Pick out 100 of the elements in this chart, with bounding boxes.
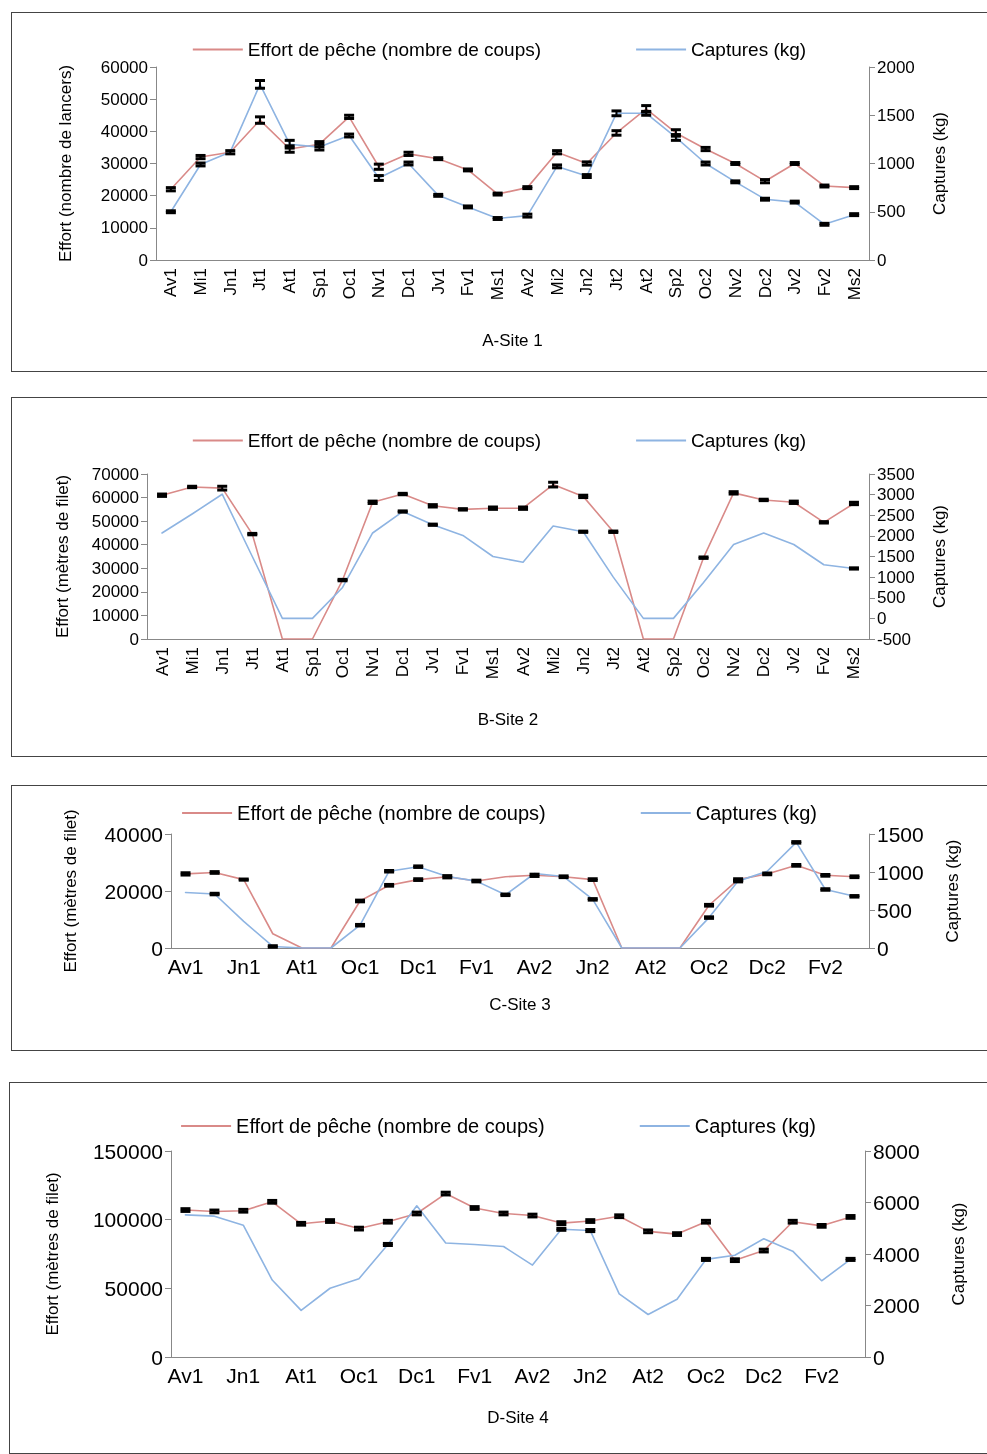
y2-tick-label: 1000	[877, 154, 915, 173]
x-tick-label: Oc2	[694, 647, 714, 679]
y2-axis-title: Captures (kg)	[930, 112, 949, 215]
y2-tick-label: 1500	[877, 105, 915, 125]
x-tick-label: At2	[635, 955, 667, 978]
y2-tick-label: 0	[877, 250, 887, 270]
y-tick-label: 100000	[92, 1208, 163, 1232]
y-tick-label: 0	[138, 250, 148, 270]
x-tick-label: Jn2	[577, 268, 597, 296]
legend-label: Captures (kg)	[694, 1115, 816, 1137]
x-tick-label: Dc1	[399, 955, 437, 978]
x-tick-label: Dc2	[748, 955, 786, 978]
x-tick-label: Dc2	[755, 268, 775, 299]
x-tick-label: Av2	[516, 955, 553, 978]
x-tick-label: Mi1	[182, 647, 202, 675]
y2-tick-label: 8000	[873, 1139, 920, 1163]
y-tick-label: 10000	[91, 605, 139, 625]
x-tick-label: At1	[280, 268, 300, 294]
x-tick-label: Dc1	[399, 268, 419, 299]
x-tick-label: Dc2	[754, 647, 774, 678]
y2-tick-label: 500	[877, 898, 913, 922]
y2-tick-label: 2000	[873, 1294, 920, 1317]
x-tick-label: Dc1	[393, 647, 413, 678]
y-axis-title: Effort (mètres de filet)	[53, 474, 72, 639]
y-tick-label: 40000	[91, 535, 139, 555]
y2-tick-label: 2000	[877, 57, 915, 77]
y2-tick-label: 6000	[873, 1191, 920, 1214]
y2-axis-title: Captures (kg)	[943, 839, 962, 943]
x-tick-label: Ms2	[844, 268, 864, 301]
x-tick-label: Ms1	[483, 647, 503, 680]
legend-label: Effort de pêche (nombre de coups)	[236, 1115, 545, 1137]
x-tick-label: At1	[272, 647, 292, 673]
x-tick-label: Fv1	[453, 647, 473, 676]
y-tick-label: 20000	[104, 879, 163, 903]
y-tick-label: 10000	[100, 218, 148, 238]
x-tick-label: At2	[632, 1364, 664, 1387]
x-tick-label: Sp1	[302, 647, 322, 678]
x-tick-label: Jv1	[423, 647, 443, 674]
y2-tick-label: 1500	[877, 822, 924, 846]
x-tick-label: Fv2	[807, 955, 843, 978]
y2-tick-label: 500	[877, 588, 906, 608]
x-tick-label: Dc2	[745, 1364, 783, 1387]
x-axis-title: D-Site 4	[487, 1408, 549, 1427]
x-tick-label: Jv2	[785, 268, 805, 295]
x-tick-label: Jt1	[242, 647, 262, 670]
legend-label: Effort de pêche (nombre de coups)	[247, 39, 542, 60]
y-tick-label: 20000	[100, 186, 148, 206]
y-axis-title: Effort (nombre de lancers)	[56, 64, 75, 263]
x-tick-label: Av1	[161, 268, 181, 297]
y-tick-label: 50000	[104, 1276, 163, 1300]
x-tick-label: Fv2	[804, 1364, 840, 1387]
x-tick-label: Nv2	[724, 647, 744, 678]
x-tick-label: Fv1	[458, 268, 478, 297]
y2-axis-title: Captures (kg)	[949, 1202, 968, 1306]
x-tick-label: Nv1	[363, 647, 383, 678]
y2-axis-title: Captures (kg)	[930, 505, 949, 608]
x-tick-label: At2	[636, 268, 656, 294]
y2-tick-label: 500	[877, 202, 906, 222]
x-tick-label: Jv2	[784, 647, 804, 674]
x-axis-title: A-Site 1	[482, 331, 543, 350]
x-tick-label: Fv1	[457, 1364, 493, 1387]
legend-label: Captures (kg)	[691, 39, 807, 60]
x-tick-label: Mi2	[547, 268, 567, 296]
x-tick-label: Oc1	[340, 955, 380, 978]
y2-tick-label: 3000	[877, 485, 915, 505]
y2-tick-label: -500	[877, 629, 912, 649]
y2-tick-label: 1500	[877, 547, 915, 566]
y2-tick-label: 2500	[877, 505, 915, 525]
x-tick-label: Av2	[517, 268, 537, 297]
x-tick-label: Jt2	[603, 647, 623, 670]
y2-tick-label: 1000	[877, 567, 915, 587]
x-tick-label: Mi1	[191, 268, 211, 296]
x-tick-label: Ms2	[844, 647, 864, 680]
y-tick-label: 0	[151, 936, 163, 960]
y-tick-label: 30000	[100, 154, 148, 173]
y-tick-label: 70000	[91, 464, 139, 484]
x-tick-label: Dc1	[398, 1364, 436, 1387]
x-tick-label: Sp2	[663, 647, 683, 678]
x-tick-label: Fv2	[814, 268, 834, 297]
x-tick-label: Fv1	[458, 955, 494, 978]
x-tick-label: Mi2	[543, 647, 563, 675]
y-tick-label: 150000	[92, 1139, 163, 1163]
x-tick-label: Nv1	[369, 268, 389, 299]
x-tick-label: At1	[285, 1364, 317, 1387]
y-tick-label: 40000	[104, 822, 163, 846]
legend-label: Effort de pêche (nombre de coups)	[237, 802, 546, 824]
x-tick-label: Fv2	[814, 647, 834, 676]
x-tick-label: Av2	[513, 647, 533, 676]
y2-tick-label: 2000	[877, 526, 915, 546]
y2-tick-label: 0	[877, 936, 889, 960]
y2-tick-label: 1000	[877, 860, 924, 884]
y2-tick-label: 3500	[877, 464, 915, 484]
x-tick-label: Jn2	[573, 647, 593, 675]
x-tick-label: Av1	[167, 1364, 204, 1387]
y-tick-label: 60000	[91, 488, 139, 508]
x-tick-label: Jn2	[575, 955, 610, 978]
x-tick-label: Sp2	[666, 268, 686, 299]
x-tick-label: Sp1	[309, 268, 329, 299]
x-tick-label: Nv2	[725, 268, 745, 299]
y-tick-label: 0	[129, 629, 139, 649]
